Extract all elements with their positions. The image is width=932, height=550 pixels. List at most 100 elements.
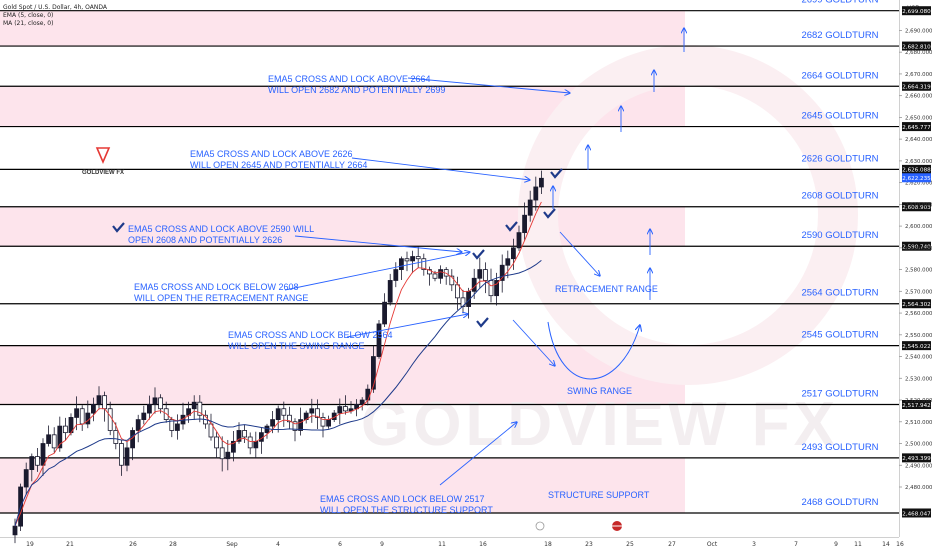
checkmark-icon — [476, 317, 489, 328]
price-tag-label: 2,493.399 — [902, 456, 931, 462]
candle — [482, 269, 488, 281]
ma-legend[interactable]: MA (21, close, 0) — [3, 20, 54, 27]
candle — [141, 412, 147, 420]
price-tag-label: 2,564.302 — [902, 302, 930, 308]
level-label: 2664 GOLDTURN — [801, 70, 878, 81]
annotation-arrow — [346, 314, 468, 338]
candle — [63, 425, 68, 434]
y-tick-label: 2,610.000 — [905, 202, 932, 208]
candle — [533, 186, 539, 201]
candle — [247, 436, 253, 449]
candle — [454, 284, 460, 299]
x-tick-label: Sep — [226, 541, 238, 548]
y-tick-label: 2,500.000 — [905, 442, 932, 448]
candle — [516, 232, 522, 249]
ann-2664-line: EMA5 CROSS AND LOCK ABOVE 2664 — [268, 74, 431, 84]
candle — [12, 525, 18, 536]
candle — [539, 177, 544, 188]
ann-2608-line: EMA5 CROSS AND LOCK BELOW 2608 — [134, 282, 299, 292]
current-price-tag — [902, 173, 931, 183]
x-tick-label: 16 — [896, 541, 904, 548]
y-tick-label: 2,480.000 — [905, 485, 932, 491]
current-price-label: 2,622.235 — [902, 176, 931, 182]
candle — [29, 456, 35, 471]
candle — [382, 301, 388, 325]
price-tag — [902, 41, 931, 51]
y-tick-label: 2,580.000 — [905, 268, 932, 274]
candle — [292, 421, 298, 431]
candle — [370, 356, 376, 390]
candle — [342, 406, 348, 412]
candle — [236, 430, 242, 442]
candle — [102, 395, 107, 410]
y-tick-label: 2,490.000 — [905, 463, 932, 469]
level-label: 2517 GOLDTURN — [801, 389, 878, 400]
watermark-logo — [518, 45, 858, 385]
candle — [158, 397, 164, 410]
candle — [119, 443, 124, 466]
annotation-arrow — [407, 77, 570, 93]
candle — [214, 436, 220, 449]
x-tick-label: 11 — [438, 541, 446, 548]
chart-title: Gold Spot / U.S. Dollar, 4h, OANDA — [3, 4, 107, 11]
price-tag — [902, 299, 931, 309]
range-band — [0, 345, 685, 405]
candle — [275, 408, 281, 420]
x-tick-label: 9 — [380, 541, 384, 548]
candle — [264, 425, 270, 434]
candle — [113, 430, 119, 444]
checkmark-icon — [543, 208, 556, 219]
ann-2664-line: WILL OPEN 2682 AND POTENTIALLY 2699 — [268, 85, 445, 95]
x-tick-label: 9 — [834, 541, 838, 548]
price-tag-label: 2,682.810 — [902, 44, 931, 50]
candle — [309, 408, 315, 414]
event-marker — [535, 521, 545, 531]
candle — [499, 264, 505, 281]
y-tick-label: 2,520.000 — [905, 398, 932, 404]
candle — [432, 273, 438, 279]
price-tag — [902, 400, 931, 410]
ann-2590-line: OPEN 2608 AND POTENTIALLY 2626 — [128, 235, 282, 245]
range-label: RETRACEMENT RANGE — [555, 284, 658, 294]
price-tag-label: 2,645.777 — [902, 125, 931, 131]
price-tag — [902, 81, 931, 91]
candle — [91, 403, 96, 414]
candle — [281, 408, 287, 416]
ann-2564-line: EMA5 CROSS AND LOCK BELOW 2564 — [228, 330, 393, 340]
price-tag-label: 2,608.903 — [902, 205, 931, 211]
annotation-arrow — [439, 422, 517, 486]
candle — [74, 408, 79, 418]
checkmark-icon — [550, 168, 563, 179]
ann-2590-line: EMA5 CROSS AND LOCK ABOVE 2590 WILL — [128, 224, 314, 234]
candle — [51, 434, 57, 449]
x-tick-label: 16 — [479, 541, 487, 548]
x-tick-label: Oct — [707, 541, 718, 548]
ema-legend[interactable]: EMA (5, close, 0) — [3, 12, 54, 19]
x-tick-label: 26 — [129, 541, 137, 548]
y-tick-label: 2,690.000 — [905, 28, 932, 34]
candle — [359, 399, 365, 405]
checkmark-icon — [472, 249, 485, 260]
x-tick-label: 3 — [752, 541, 756, 548]
retracement-arrow — [559, 231, 600, 276]
swing-arrow — [512, 319, 555, 366]
price-tag-label: 2,699.080 — [902, 9, 931, 15]
range-label: STRUCTURE SUPPORT — [548, 490, 650, 500]
candle — [152, 397, 158, 405]
x-tick-label: 14 — [882, 541, 890, 548]
candle — [337, 406, 343, 414]
ann-2626-line: EMA5 CROSS AND LOCK ABOVE 2626 — [190, 149, 353, 159]
x-tick-label: 28 — [169, 541, 177, 548]
annotation-arrow — [284, 252, 470, 291]
price-tag — [902, 164, 931, 174]
checkmark-icon — [112, 222, 125, 233]
y-tick-label: 2,630.000 — [905, 159, 932, 165]
y-tick-label: 2,660.000 — [905, 94, 932, 100]
candle — [410, 256, 416, 262]
level-label: 2699 GOLDTURN — [801, 0, 878, 6]
y-tick-label: 2,590.000 — [905, 246, 932, 252]
y-tick-label: 2,680.000 — [905, 50, 932, 56]
candle — [415, 256, 421, 260]
candle — [505, 258, 511, 266]
